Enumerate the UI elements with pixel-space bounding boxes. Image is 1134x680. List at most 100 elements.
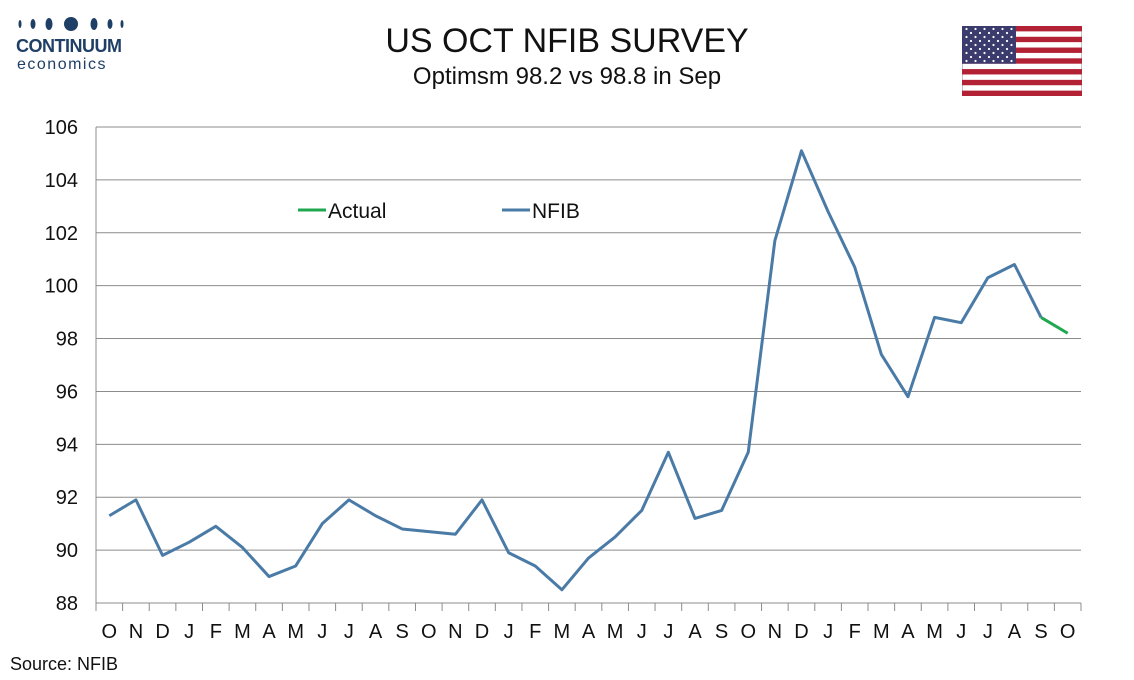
x-tick-label: S bbox=[395, 621, 408, 643]
flag-star bbox=[1005, 31, 1009, 35]
y-tick-label: 106 bbox=[45, 117, 78, 139]
flag-star bbox=[965, 51, 968, 55]
y-tick-label: 104 bbox=[45, 170, 78, 192]
x-tick-label: A bbox=[688, 621, 702, 643]
flag-star bbox=[992, 51, 995, 55]
flag-star bbox=[1005, 47, 1009, 51]
flag-star bbox=[1001, 35, 1004, 39]
flag-star bbox=[1010, 27, 1013, 31]
x-tick-label: J bbox=[823, 621, 833, 643]
series-line-nfib bbox=[108, 149, 1043, 592]
flag-star bbox=[992, 27, 995, 31]
x-tick-label: M bbox=[554, 621, 571, 643]
flag-star bbox=[969, 47, 973, 51]
flag-star bbox=[974, 35, 977, 39]
flag-star bbox=[983, 43, 986, 47]
flag-star bbox=[987, 39, 991, 43]
flag-star bbox=[987, 55, 991, 59]
x-tick-label: J bbox=[317, 621, 327, 643]
flag-star bbox=[996, 31, 1000, 35]
flag-stripe bbox=[962, 79, 1082, 86]
flag-star bbox=[983, 51, 986, 55]
x-tick-label: D bbox=[475, 621, 489, 643]
y-tick-label: 98 bbox=[56, 329, 78, 351]
flag-star bbox=[987, 31, 991, 35]
chart-subtitle: Optimsm 98.2 vs 98.8 in Sep bbox=[412, 63, 722, 90]
flag-star bbox=[965, 43, 968, 47]
flag-stripe bbox=[962, 90, 1082, 96]
logo-dots-icon bbox=[18, 17, 124, 31]
x-tick-label: D bbox=[794, 621, 808, 643]
x-tick-label: M bbox=[234, 621, 251, 643]
flag-star bbox=[965, 35, 968, 39]
flag-star bbox=[978, 39, 982, 43]
y-tick-label: 102 bbox=[45, 223, 78, 245]
x-tick-label: J bbox=[956, 621, 966, 643]
x-tick-label: A bbox=[1008, 621, 1022, 643]
flag-star bbox=[983, 59, 986, 63]
series-line-actual bbox=[1040, 316, 1069, 335]
flag-star bbox=[1001, 43, 1004, 47]
x-tick-label: M bbox=[287, 621, 304, 643]
x-tick-label: N bbox=[448, 621, 462, 643]
x-tick-label: J bbox=[663, 621, 673, 643]
flag-stripe bbox=[962, 58, 1082, 64]
flag-stripe bbox=[962, 69, 1082, 75]
x-tick-label: A bbox=[582, 621, 596, 643]
flag-star bbox=[969, 55, 973, 59]
flag-star bbox=[974, 27, 977, 31]
flag-star bbox=[992, 59, 995, 63]
us-flag-icon bbox=[962, 26, 1082, 96]
flag-star bbox=[974, 51, 977, 55]
flag-star bbox=[1010, 35, 1013, 39]
x-tick-label: A bbox=[901, 621, 915, 643]
y-tick-label: 88 bbox=[56, 593, 78, 615]
flag-star bbox=[992, 35, 995, 39]
x-tick-label: O bbox=[1060, 621, 1076, 643]
flag-star bbox=[992, 43, 995, 47]
x-tick-label: A bbox=[262, 621, 276, 643]
flag-star bbox=[1005, 39, 1009, 43]
flag-star bbox=[1010, 43, 1013, 47]
source-note: Source: NFIB bbox=[10, 654, 119, 674]
x-tick-label: M bbox=[926, 621, 943, 643]
flag-stripe bbox=[962, 36, 1082, 43]
x-tick-label: F bbox=[210, 621, 222, 643]
flag-star bbox=[1001, 27, 1004, 31]
flag-star bbox=[969, 39, 973, 43]
flag-star bbox=[965, 27, 968, 31]
flag-star bbox=[978, 47, 982, 51]
x-tick-label: S bbox=[1034, 621, 1047, 643]
x-tick-label: A bbox=[369, 621, 383, 643]
flag-star bbox=[983, 35, 986, 39]
x-tick-label: O bbox=[102, 621, 118, 643]
x-tick-label: S bbox=[715, 621, 728, 643]
x-tick-label: J bbox=[184, 621, 194, 643]
x-tick-label: D bbox=[155, 621, 169, 643]
flag-star bbox=[987, 47, 991, 51]
x-tick-label: M bbox=[607, 621, 624, 643]
y-tick-label: 100 bbox=[45, 276, 78, 298]
flag-star bbox=[978, 55, 982, 59]
flag-star bbox=[974, 43, 977, 47]
x-tick-label: F bbox=[529, 621, 541, 643]
flag-star bbox=[1001, 51, 1004, 55]
y-tick-label: 94 bbox=[56, 434, 78, 456]
x-tick-label: O bbox=[740, 621, 756, 643]
x-tick-label: J bbox=[983, 621, 993, 643]
flag-star bbox=[1010, 59, 1013, 63]
flag-star bbox=[965, 59, 968, 63]
flag-star bbox=[1010, 51, 1013, 55]
x-tick-label: M bbox=[873, 621, 890, 643]
x-tick-label: N bbox=[768, 621, 782, 643]
legend-label-actual: Actual bbox=[328, 200, 386, 223]
chart-title: US OCT NFIB SURVEY bbox=[385, 22, 749, 60]
brand-name: CONTINUUM bbox=[16, 36, 122, 56]
y-tick-label: 90 bbox=[56, 540, 78, 562]
flag-star bbox=[1001, 59, 1004, 63]
x-tick-label: N bbox=[129, 621, 143, 643]
flag-star bbox=[983, 27, 986, 31]
y-tick-label: 96 bbox=[56, 381, 78, 403]
flag-star bbox=[969, 31, 973, 35]
legend-label-nfib: NFIB bbox=[532, 200, 580, 223]
